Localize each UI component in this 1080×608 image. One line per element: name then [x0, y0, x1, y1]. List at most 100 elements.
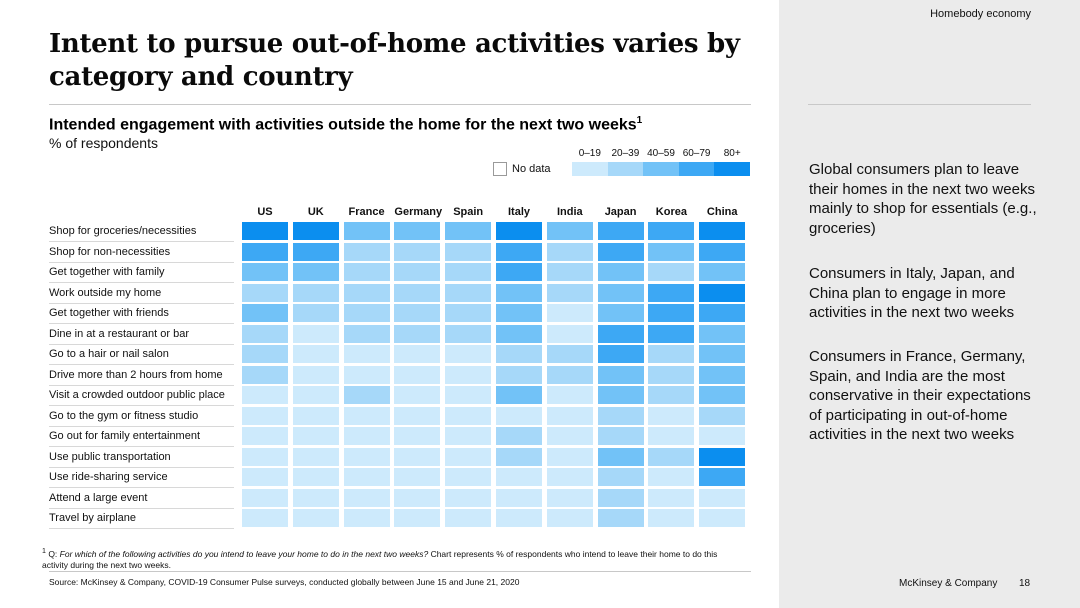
heatmap-cell	[292, 222, 339, 240]
heatmap-cell	[699, 468, 746, 486]
legend-label-20–39: 20–39	[611, 148, 640, 159]
heatmap-cell	[394, 468, 441, 486]
column-header-germany: Germany	[394, 206, 443, 218]
row-label: Go to the gym or fitness studio	[49, 406, 234, 427]
heatmap-cell	[445, 365, 492, 384]
heatmap-cell	[343, 263, 390, 281]
footnote-mark: 1	[42, 547, 46, 555]
heatmap-cell	[496, 242, 542, 261]
heatmap-cell	[546, 427, 593, 445]
heatmap-cell	[343, 304, 390, 322]
heatmap-cell	[394, 222, 441, 240]
heatmap-cell	[242, 427, 288, 445]
heatmap-cell	[292, 283, 339, 302]
heatmap-cell	[597, 447, 644, 466]
footnote-note: Chart represents % of respondents who in…	[42, 548, 718, 570]
heatmap-cell	[496, 509, 542, 527]
heatmap-cell	[242, 345, 288, 363]
heatmap-cell	[445, 345, 492, 363]
heatmap-cell	[242, 447, 288, 466]
heatmap-cell	[292, 345, 339, 363]
heatmap-cell	[699, 283, 746, 302]
heatmap-cell	[292, 386, 339, 404]
heatmap-cell	[648, 488, 695, 507]
row-label: Go to a hair or nail salon	[49, 344, 234, 365]
legend-label-80+: 80+	[723, 148, 741, 159]
heatmap-cell	[394, 509, 441, 527]
page-title: Intent to pursue out-of-home activities …	[49, 29, 740, 92]
heatmap-cell	[648, 365, 695, 384]
heatmap-cell	[699, 304, 746, 322]
column-header-italy: Italy	[507, 206, 530, 218]
heatmap-cell	[546, 345, 593, 363]
heatmap-cell	[292, 509, 339, 527]
heatmap-cell	[699, 509, 746, 527]
heatmap-cell	[496, 345, 542, 363]
heatmap-cell	[699, 447, 746, 466]
heatmap-cell	[648, 406, 695, 425]
column-header-spain: Spain	[453, 206, 484, 218]
heatmap-cell	[394, 427, 441, 445]
row-label: Shop for non-necessities	[49, 242, 234, 263]
heatmap-cell	[292, 242, 339, 261]
heatmap-cell	[648, 386, 695, 404]
heatmap-cell	[597, 365, 644, 384]
heatmap-cell	[496, 222, 542, 240]
heatmap-cell	[496, 283, 542, 302]
column-header-japan: Japan	[604, 206, 637, 218]
heatmap-cell	[546, 406, 593, 425]
column-header-china: China	[706, 206, 738, 218]
heatmap-cell	[445, 304, 492, 322]
heatmap-cell	[546, 447, 593, 466]
page-number: 18	[1019, 578, 1031, 589]
heatmap-cell	[699, 488, 746, 507]
legend-swatch-40–59	[643, 162, 679, 176]
legend-label-40–59: 40–59	[647, 148, 675, 159]
legend-swatch-60–79	[678, 162, 715, 176]
heatmap-cell	[648, 468, 695, 486]
row-label: Get together with friends	[49, 303, 234, 324]
column-header-korea: Korea	[655, 206, 687, 218]
heatmap-cell	[597, 345, 644, 363]
legend-swatch-80+	[714, 162, 750, 176]
heatmap-cell	[445, 509, 492, 527]
row-label: Visit a crowded outdoor public place	[49, 385, 234, 406]
footer-divider	[49, 571, 751, 572]
heatmap-cell	[394, 386, 441, 404]
heatmap-cell	[445, 263, 492, 281]
title-divider	[49, 104, 751, 105]
heatmap-cell	[699, 365, 746, 384]
legend-swatch-20–39	[607, 162, 644, 176]
heatmap-cell	[546, 324, 593, 343]
heatmap-cell	[343, 283, 390, 302]
row-label: Use public transportation	[49, 447, 234, 468]
column-header-uk: UK	[307, 206, 324, 218]
heatmap-cell	[343, 365, 390, 384]
heatmap-cell	[292, 406, 339, 425]
heatmap-cell	[496, 304, 542, 322]
heatmap-cell	[394, 488, 441, 507]
heatmap-cell	[242, 386, 288, 404]
heatmap-cell	[648, 304, 695, 322]
heatmap-cell	[343, 345, 390, 363]
heatmap-cell	[394, 345, 441, 363]
heatmap-cell	[445, 488, 492, 507]
heatmap-cell	[343, 406, 390, 425]
heatmap-cell	[546, 222, 593, 240]
heatmap-cell	[445, 447, 492, 466]
heatmap-cell	[242, 468, 288, 486]
heatmap-cell	[648, 509, 695, 527]
heatmap-cell	[496, 447, 542, 466]
heatmap-cell	[648, 427, 695, 445]
legend-label-0–19: 0–19	[578, 148, 601, 159]
brand-name: McKinsey & Company	[899, 578, 998, 589]
heatmap-cell	[394, 324, 441, 343]
heatmap-cell	[496, 427, 542, 445]
heatmap-cell	[699, 345, 746, 363]
heatmap-cell	[546, 468, 593, 486]
row-label: Travel by airplane	[49, 508, 234, 529]
sidebar-divider	[808, 104, 1031, 105]
heatmap-cell	[445, 406, 492, 425]
heatmap-cell	[496, 365, 542, 384]
heatmap-cell	[496, 386, 542, 404]
